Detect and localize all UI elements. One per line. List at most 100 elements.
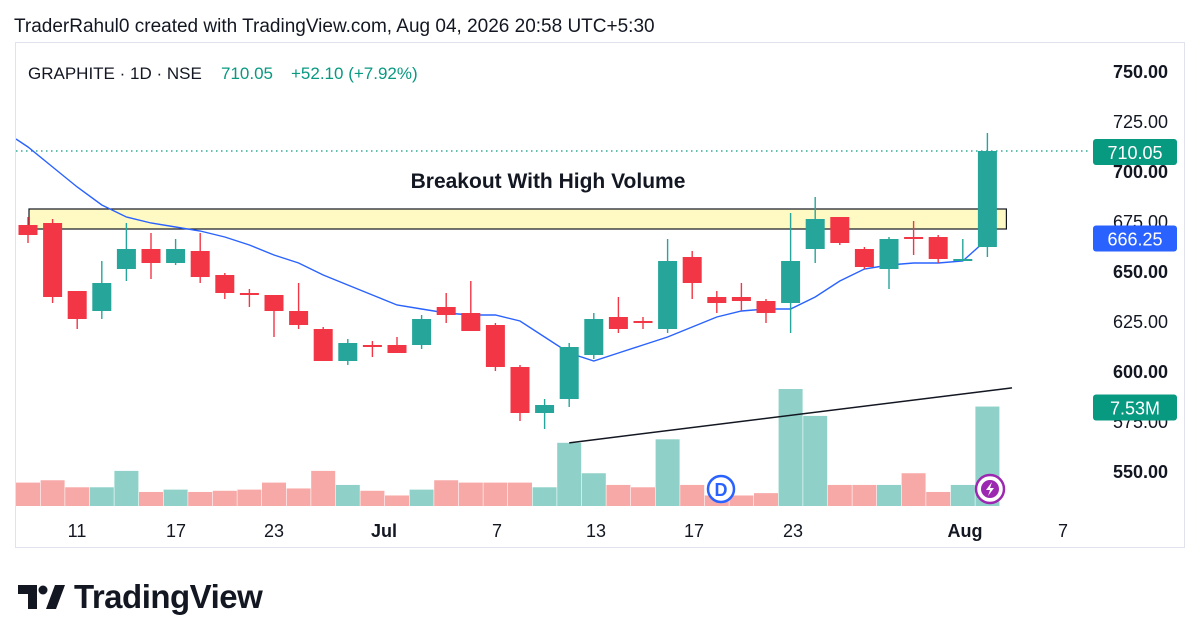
y-axis-tick-label: 600.00	[1113, 362, 1168, 382]
candle[interactable]	[116, 223, 136, 281]
candle[interactable]	[141, 233, 161, 279]
candle[interactable]	[608, 297, 628, 333]
candle[interactable]	[879, 237, 899, 289]
volume-bar	[803, 415, 828, 506]
candle[interactable]	[510, 365, 530, 421]
last-price-axis-label-text: 710.05	[1107, 143, 1162, 163]
candle[interactable]	[215, 273, 235, 299]
candle[interactable]	[756, 299, 776, 323]
candle-body	[879, 239, 899, 269]
candle[interactable]	[854, 247, 874, 269]
candle[interactable]	[977, 133, 997, 257]
candle-body	[707, 297, 727, 303]
candle[interactable]	[190, 233, 210, 283]
volume-bar	[385, 495, 409, 506]
candle[interactable]	[362, 341, 382, 357]
volume-bar	[212, 490, 237, 506]
tradingview-logo[interactable]: TradingView	[18, 578, 263, 615]
candle[interactable]	[92, 261, 112, 319]
volume-bar	[286, 488, 311, 506]
candle[interactable]	[953, 239, 973, 261]
legend-last-price: 710.05	[221, 64, 273, 83]
candle-body	[289, 311, 309, 325]
candle-body	[608, 317, 628, 329]
candle[interactable]	[904, 221, 924, 255]
y-axis-tick-label: 550.00	[1113, 462, 1168, 482]
candle[interactable]	[559, 343, 579, 407]
candle[interactable]	[43, 219, 63, 303]
candle-body	[239, 293, 259, 295]
candle[interactable]	[485, 323, 505, 371]
candle-body	[731, 297, 751, 301]
y-axis-tick-label: 625.00	[1113, 312, 1168, 332]
candle-body	[387, 345, 407, 353]
x-axis-tick-label: 17	[684, 521, 704, 541]
candle-body	[141, 249, 161, 263]
volume-axis-label-text: 7.53M	[1110, 399, 1160, 419]
candle[interactable]	[658, 239, 678, 333]
candle-body	[658, 261, 678, 329]
y-axis-tick-label: 700.00	[1113, 162, 1168, 182]
candle[interactable]	[461, 281, 481, 331]
x-axis-tick-label: 7	[492, 521, 502, 541]
x-axis-tick-label: Jul	[371, 521, 397, 541]
candle[interactable]	[928, 235, 948, 263]
last-price-axis-label: 710.05	[1093, 139, 1177, 165]
candle[interactable]	[805, 197, 825, 263]
candle-body	[805, 219, 825, 249]
volume-trendline	[569, 387, 1013, 444]
candle-body	[313, 329, 333, 361]
volume-bar	[950, 484, 975, 506]
candle-body	[633, 321, 653, 323]
candle[interactable]	[412, 315, 432, 349]
candle[interactable]	[682, 251, 702, 299]
volume-bar	[434, 480, 459, 506]
legend-symbol: GRAPHITE · 1D · NSE	[28, 64, 202, 83]
moving-average-line	[16, 138, 988, 362]
candle[interactable]	[387, 337, 407, 353]
candle-body	[436, 307, 456, 315]
candle-body	[190, 251, 210, 277]
volume-bar	[188, 491, 213, 506]
candle[interactable]	[18, 217, 38, 243]
dividend-marker[interactable]: D	[706, 474, 736, 504]
candle[interactable]	[830, 217, 850, 245]
candle[interactable]	[436, 293, 456, 323]
candle[interactable]	[535, 399, 555, 429]
candle-body	[953, 259, 973, 261]
x-axis-tick-label: 23	[783, 521, 803, 541]
candle[interactable]	[166, 239, 186, 265]
last-price-axis-label-bg	[1093, 139, 1177, 165]
volume-bar	[508, 482, 532, 506]
volume-bar	[409, 489, 434, 506]
candle[interactable]	[313, 327, 333, 361]
candle[interactable]	[584, 313, 604, 359]
volume-bar	[335, 484, 360, 506]
candle-body	[682, 257, 702, 283]
candle-body	[559, 347, 579, 399]
candle-body	[362, 345, 382, 347]
volume-bar	[827, 484, 852, 506]
lightning-marker[interactable]	[974, 473, 1006, 505]
candle[interactable]	[707, 291, 727, 313]
chart-frame[interactable]: 750.00 725.00 700.00 675.00 650.00 625.00 600.…	[15, 42, 1185, 548]
volume-bar	[139, 491, 163, 506]
chart-canvas[interactable]: 750.00725.00700.00675.00650.00625.00600.…	[16, 43, 1186, 549]
candle-body	[830, 217, 850, 243]
candle-body	[92, 283, 112, 311]
candle-body	[781, 261, 801, 303]
candle[interactable]	[264, 295, 284, 337]
candle-body	[43, 223, 63, 297]
candle[interactable]	[731, 283, 751, 311]
candle[interactable]	[239, 289, 259, 307]
x-axis-tick-label: 23	[264, 521, 284, 541]
candle-body	[166, 249, 186, 263]
candle[interactable]	[67, 291, 87, 329]
candle-body	[756, 301, 776, 313]
candle[interactable]	[633, 317, 653, 329]
candle-body	[461, 313, 481, 331]
candle[interactable]	[781, 213, 801, 333]
volume-bar	[65, 487, 90, 506]
candle[interactable]	[338, 339, 358, 365]
candle[interactable]	[289, 283, 309, 329]
